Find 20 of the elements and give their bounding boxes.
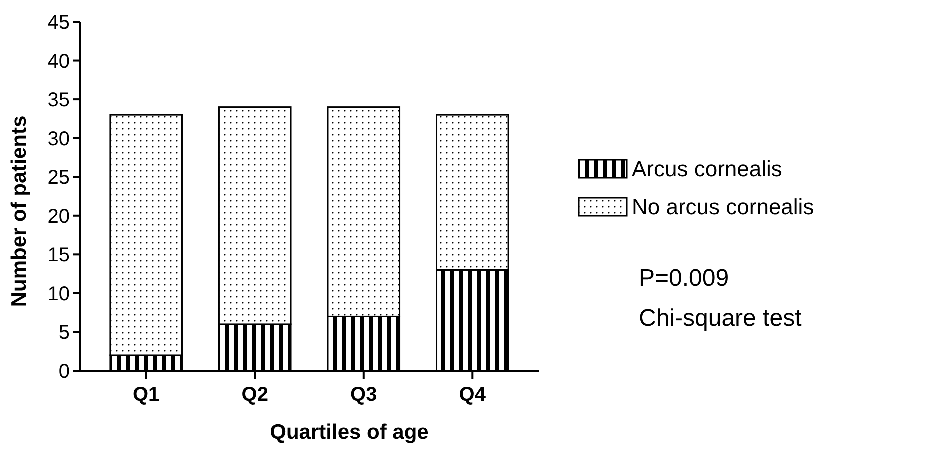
x-tick-label: Q4 [459, 384, 487, 406]
y-tick-label: 20 [48, 206, 70, 228]
legend-label: Arcus cornealis [632, 156, 782, 182]
legend-label: No arcus cornealis [632, 194, 814, 220]
y-tick-label: 25 [48, 167, 70, 190]
x-tick-label: Q3 [350, 384, 378, 406]
y-tick-label: 5 [58, 322, 70, 344]
y-tick-label: 15 [48, 244, 70, 267]
x-tick-label: Q2 [242, 384, 268, 406]
text: P=0.009 [639, 265, 730, 292]
text: Chi-square test [639, 305, 802, 332]
y-tick-label: 40 [48, 50, 70, 73]
y-tick-label: 30 [48, 128, 70, 150]
y-axis-title: Number of patients [8, 116, 31, 308]
x-axis-title: Quartiles of age [270, 421, 429, 444]
y-tick-label: 10 [48, 283, 70, 306]
y-tick-label: 45 [48, 12, 70, 34]
y-tick-label: 0 [58, 361, 70, 383]
y-tick-label: 35 [48, 90, 70, 112]
x-tick-label: Q1 [133, 384, 160, 406]
